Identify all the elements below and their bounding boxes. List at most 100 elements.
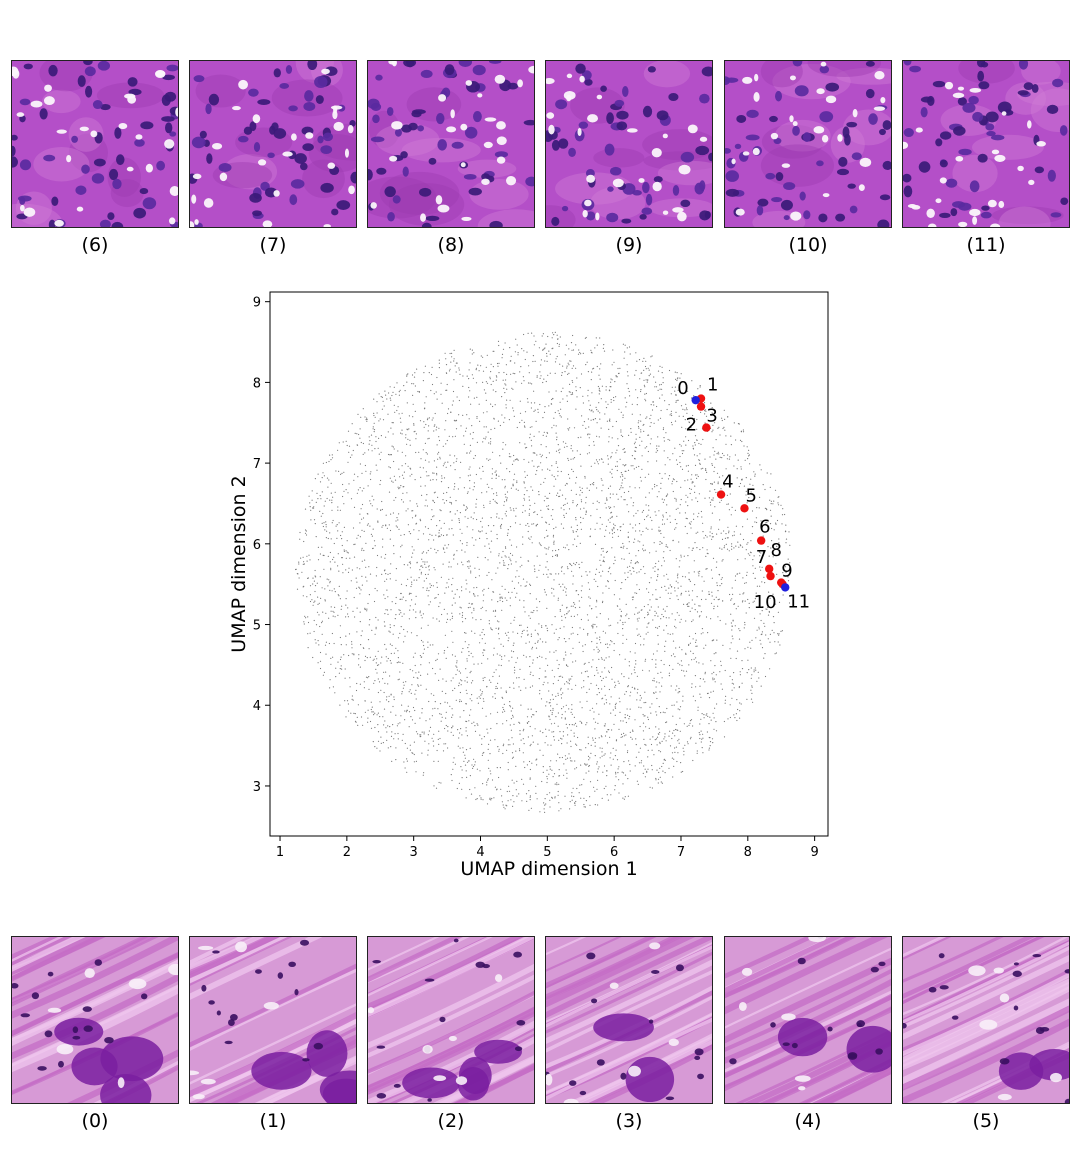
background-point: [677, 729, 679, 731]
background-point: [744, 600, 746, 602]
background-point: [493, 493, 495, 495]
background-point: [564, 503, 566, 506]
background-point: [422, 551, 425, 553]
background-point: [609, 507, 611, 509]
background-point: [667, 578, 669, 580]
background-point: [527, 332, 529, 334]
background-point: [300, 557, 302, 559]
background-point: [476, 586, 478, 589]
background-point: [713, 671, 715, 673]
background-point: [778, 634, 780, 636]
background-point: [592, 502, 594, 504]
background-point: [391, 760, 393, 762]
background-point: [395, 747, 397, 749]
background-point: [454, 593, 456, 595]
background-point: [400, 583, 403, 585]
background-point: [654, 486, 656, 488]
background-point: [542, 684, 544, 686]
background-point: [539, 564, 541, 566]
background-point: [746, 502, 748, 504]
background-point: [573, 562, 575, 564]
background-point: [485, 436, 487, 438]
background-point: [649, 738, 651, 740]
background-point: [527, 560, 529, 562]
background-point: [705, 644, 707, 646]
background-point: [675, 627, 677, 629]
background-point: [349, 456, 352, 458]
background-point: [688, 605, 690, 607]
background-point: [645, 400, 647, 402]
background-point: [313, 506, 315, 508]
background-point: [475, 382, 478, 384]
background-point: [471, 349, 473, 351]
background-point: [579, 494, 581, 496]
background-point: [532, 714, 534, 716]
background-point: [384, 597, 386, 600]
background-point: [719, 456, 721, 458]
background-point: [585, 747, 587, 749]
background-point: [667, 546, 669, 548]
background-point: [644, 476, 646, 478]
background-point: [619, 526, 621, 528]
background-point: [778, 538, 780, 540]
background-point: [538, 623, 540, 625]
background-point: [545, 457, 548, 459]
background-point: [655, 779, 657, 781]
background-point: [596, 365, 598, 368]
background-point: [438, 529, 440, 531]
background-point: [544, 676, 546, 678]
background-point: [600, 427, 602, 429]
background-point: [502, 706, 504, 709]
background-point: [621, 546, 623, 548]
background-point: [677, 598, 679, 601]
background-point: [444, 592, 446, 594]
background-point: [479, 795, 481, 797]
background-point: [410, 632, 413, 634]
background-point: [493, 525, 495, 527]
background-point: [562, 692, 564, 694]
background-point: [409, 567, 411, 569]
background-point: [683, 670, 685, 672]
background-point: [560, 675, 562, 677]
background-point: [436, 474, 438, 476]
background-point: [691, 590, 694, 592]
background-point: [658, 560, 660, 562]
background-point: [388, 491, 391, 493]
background-point: [347, 571, 350, 573]
background-point: [718, 574, 721, 576]
background-point: [485, 426, 487, 428]
background-point: [474, 595, 476, 597]
background-point: [633, 515, 635, 517]
background-point: [562, 706, 565, 708]
background-point: [500, 664, 502, 667]
background-point: [606, 499, 608, 501]
background-point: [645, 360, 647, 362]
background-point: [708, 723, 710, 725]
background-point: [770, 503, 772, 505]
background-point: [395, 714, 397, 716]
background-point: [366, 608, 368, 610]
background-point: [589, 796, 591, 798]
background-point: [492, 610, 495, 612]
background-point: [589, 484, 592, 486]
background-point: [635, 607, 637, 609]
background-point: [390, 711, 392, 713]
background-point: [656, 681, 658, 683]
background-point: [659, 691, 661, 693]
background-point: [504, 493, 506, 495]
background-point: [721, 577, 723, 579]
background-point: [636, 780, 639, 782]
background-point: [672, 490, 674, 493]
background-point: [482, 465, 484, 468]
background-point: [551, 624, 553, 626]
background-point: [647, 528, 649, 530]
background-point: [515, 596, 517, 598]
background-point: [479, 420, 481, 422]
background-point: [773, 632, 775, 634]
background-point: [508, 453, 511, 455]
background-point: [741, 478, 743, 481]
background-point: [551, 474, 553, 476]
background-point: [608, 656, 610, 658]
background-point: [472, 489, 474, 491]
background-point: [345, 569, 347, 571]
